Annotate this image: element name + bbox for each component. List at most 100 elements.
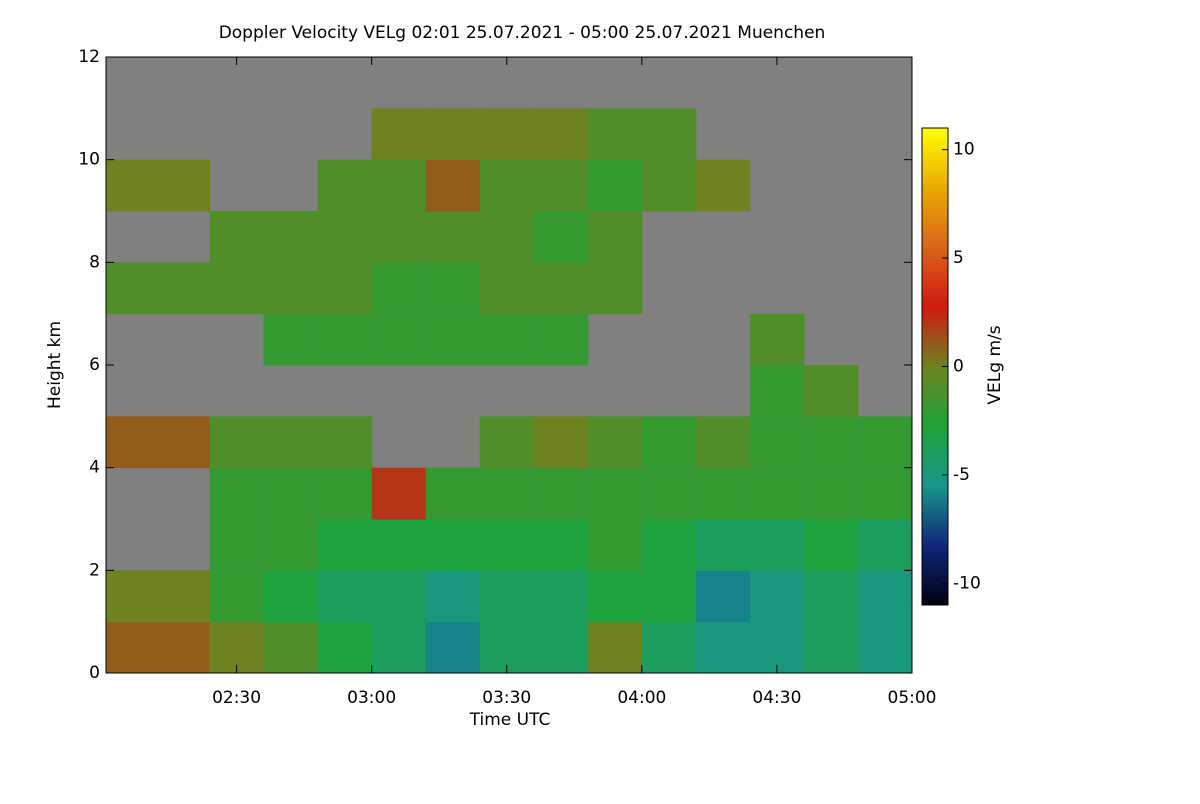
heatmap-cell [425, 570, 481, 623]
heatmap-cell [371, 570, 427, 623]
heatmap-cell [371, 519, 427, 571]
heatmap-cell [641, 467, 697, 520]
heatmap-cell [533, 108, 589, 161]
heatmap-cell [371, 467, 427, 520]
colorbar-tick-label: 0 [953, 357, 964, 377]
heatmap-cell [317, 211, 373, 263]
heatmap-cell [425, 262, 481, 315]
heatmap-cell [587, 416, 643, 469]
heatmap-cell [749, 621, 805, 673]
colorbar-tick-label: -10 [953, 573, 981, 593]
y-tick-label: 2 [89, 560, 100, 580]
heatmap-cell [587, 159, 643, 212]
heatmap-cell [533, 519, 589, 571]
y-tick-label: 4 [89, 458, 100, 478]
heatmap-cell [695, 519, 751, 571]
heatmap-cell [371, 159, 427, 212]
colorbar-tick-label: 5 [953, 248, 964, 268]
x-tick-label: 03:00 [347, 688, 396, 708]
heatmap-cell [587, 262, 643, 315]
heatmap-cell [425, 313, 481, 366]
heatmap-cell [317, 570, 373, 623]
heatmap-cell [209, 570, 265, 623]
heatmap-cell [317, 467, 373, 520]
heatmap-cell [695, 467, 751, 520]
heatmap-cell [155, 621, 211, 673]
y-tick-label: 12 [78, 47, 100, 67]
y-tick-label: 0 [89, 663, 100, 683]
heatmap-cell [857, 519, 912, 571]
heatmap-cell [857, 467, 912, 520]
heatmap-cell [857, 621, 912, 673]
heatmap-cell [106, 570, 157, 623]
heatmap-cell [533, 313, 589, 366]
heatmap-cell [479, 108, 535, 161]
heatmap-cell [479, 621, 535, 673]
heatmap-cell [317, 313, 373, 366]
heatmap-cell [263, 570, 319, 623]
x-tick-label: 05:00 [888, 688, 937, 708]
heatmap-cell [857, 570, 912, 623]
heatmap-cell [317, 262, 373, 315]
heatmap-cell [106, 262, 157, 315]
heatmap-cell [587, 519, 643, 571]
heatmap-cell [425, 621, 481, 673]
heatmap-cell [587, 108, 643, 161]
heatmap-cell [749, 313, 805, 366]
heatmap-cell [749, 519, 805, 571]
x-tick-label: 04:30 [752, 688, 801, 708]
heatmap-cell [749, 365, 805, 417]
heatmap-cell [587, 467, 643, 520]
heatmap-cell [479, 211, 535, 263]
heatmap-cell [587, 621, 643, 673]
heatmap-cell [803, 621, 859, 673]
y-tick-label: 6 [89, 355, 100, 375]
heatmap-cell [155, 159, 211, 212]
heatmap-cell [641, 416, 697, 469]
heatmap-cell [263, 621, 319, 673]
y-tick-label: 10 [78, 150, 100, 170]
heatmap-cell [695, 416, 751, 469]
heatmap-cell [641, 108, 697, 161]
heatmap-cell [106, 416, 157, 469]
heatmap-cell [749, 416, 805, 469]
heatmap-cell [425, 159, 481, 212]
heatmap-cell [803, 467, 859, 520]
heatmap-cell [263, 416, 319, 469]
colorbar-tick-label: -5 [953, 465, 970, 485]
heatmap-cell [749, 570, 805, 623]
heatmap-cell [209, 416, 265, 469]
x-tick-label: 04:00 [617, 688, 666, 708]
x-tick-label: 03:30 [482, 688, 531, 708]
heatmap-cell [263, 519, 319, 571]
colorbar-label: VELg m/s [985, 325, 1005, 404]
heatmap-cell [371, 621, 427, 673]
heatmap-cell [695, 570, 751, 623]
heatmap-cell [209, 519, 265, 571]
heatmap-cell [317, 416, 373, 469]
heatmap-cell [533, 467, 589, 520]
heatmap-cell [479, 313, 535, 366]
heatmap-cell [209, 211, 265, 263]
heatmap-cell [479, 467, 535, 520]
heatmap-cell [695, 621, 751, 673]
heatmap-cell [317, 519, 373, 571]
heatmap-cell [641, 570, 697, 623]
heatmap-cell [479, 416, 535, 469]
heatmap-cell [533, 570, 589, 623]
heatmap-cell [533, 621, 589, 673]
heatmap-cell [209, 262, 265, 315]
x-tick-label: 02:30 [212, 688, 261, 708]
heatmap-cell [587, 211, 643, 263]
heatmap-cell [641, 519, 697, 571]
heatmap-cell [803, 365, 859, 417]
heatmap-cell [533, 262, 589, 315]
heatmap-cell [106, 621, 157, 673]
heatmap-cell [803, 416, 859, 469]
heatmap-cell [587, 570, 643, 623]
x-axis-label: Time UTC [469, 710, 551, 730]
heatmap-cell [263, 467, 319, 520]
ticks: 0 2 4 6 8 10 12 02:30 03:00 03:30 04:00 04:30 05:00 -… [78, 47, 980, 708]
y-axis-label: Height km [45, 321, 65, 409]
